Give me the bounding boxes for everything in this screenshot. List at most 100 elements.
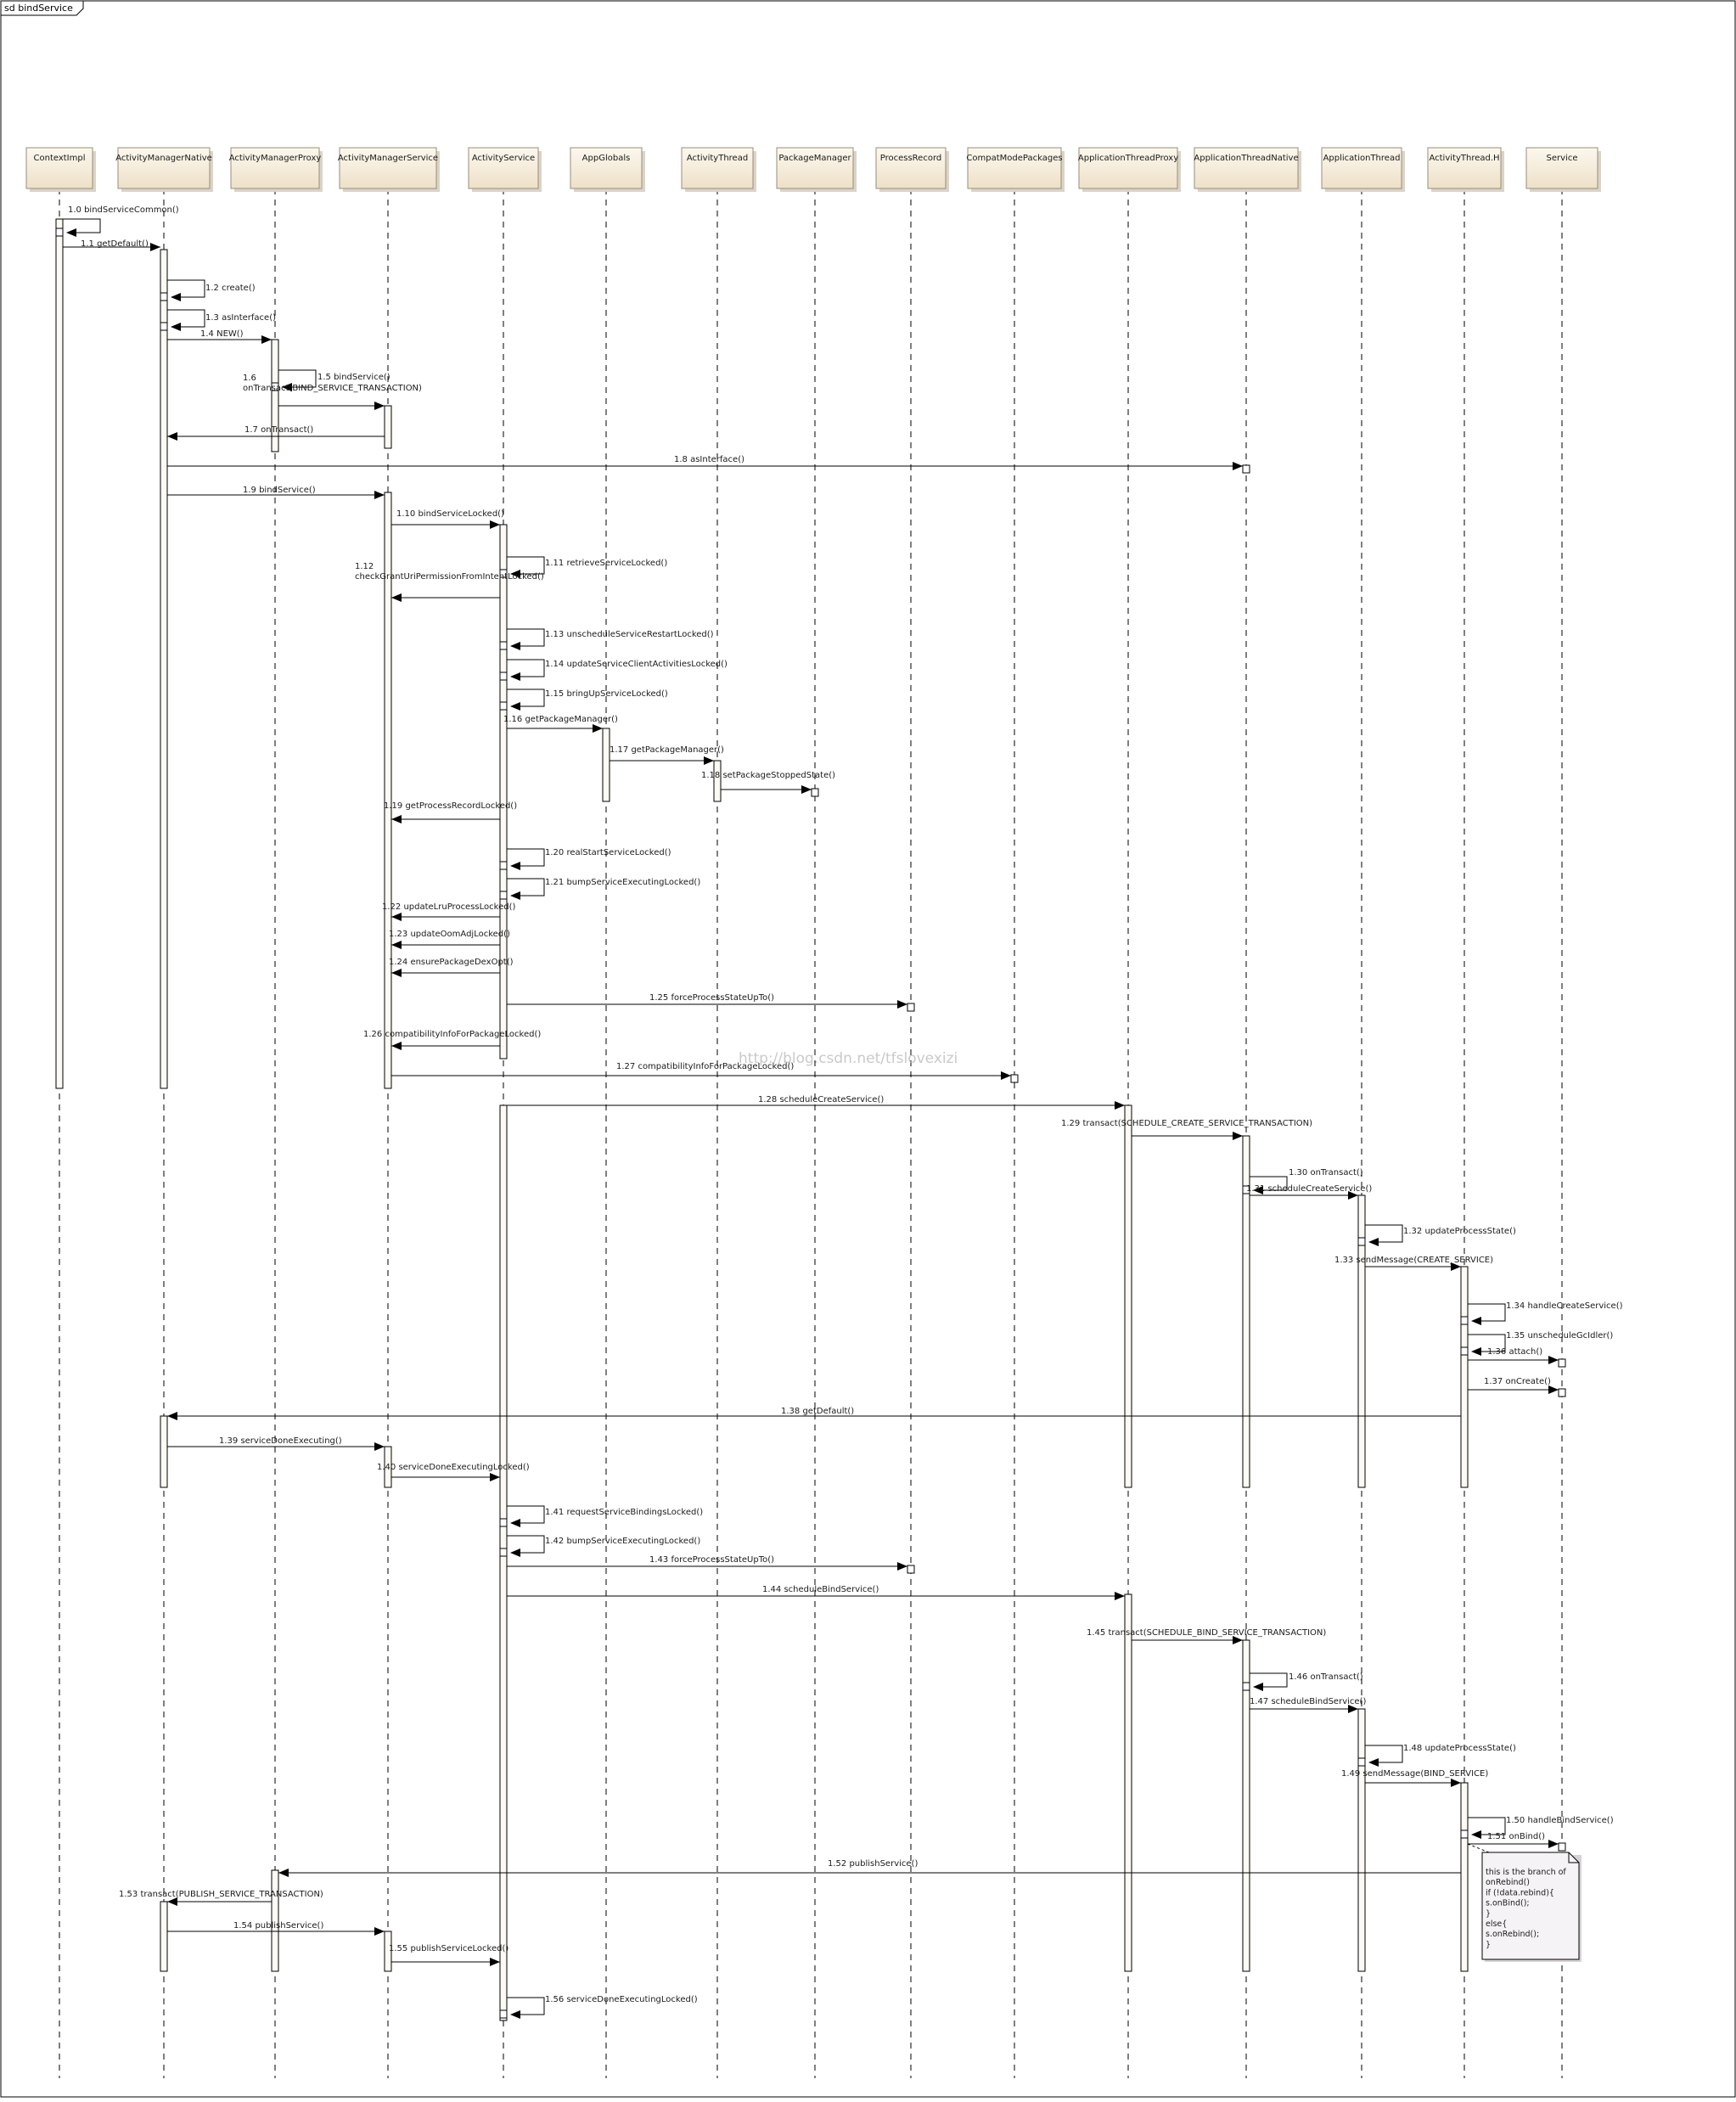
arrow-head: [261, 335, 272, 344]
message-label: 1.39 serviceDoneExecuting(): [219, 1436, 342, 1446]
arrow-head: [510, 862, 520, 870]
activation-box: [271, 382, 279, 391]
participant-box: [875, 147, 947, 189]
activation-bar-ams: [384, 405, 392, 449]
arrow-head: [1471, 1347, 1481, 1356]
participant-at: ActivityThread: [681, 147, 756, 192]
arrow-head: [510, 2010, 520, 2019]
message-1-27: 1.27 compatibilityInfoForPackageLocked(): [391, 1062, 1019, 1083]
participant-label: Service: [1547, 154, 1578, 163]
message-label: 1.22 updateLruProcessLocked(): [382, 902, 515, 912]
message-1-53: 1.53 transact(PUBLISH_SERVICE_TRANSACTIO…: [119, 1890, 323, 1906]
message-label: 1.31 scheduleCreateService(): [1246, 1184, 1372, 1194]
activation-box: [1558, 1842, 1566, 1852]
message-label: 1.8 asInterface(): [674, 455, 744, 464]
activation-box: [907, 1003, 915, 1012]
message-label: 1.55 publishServiceLocked(): [389, 1944, 508, 1953]
self-message-line: [167, 279, 205, 298]
self-message-line: [507, 688, 545, 707]
message-label: 1.11 retrieveServiceLocked(): [545, 559, 667, 568]
self-message-line: [507, 1505, 545, 1524]
participant-box: [25, 147, 93, 189]
participant-label: ActivityManagerService: [338, 154, 438, 163]
message-1-9: 1.9 bindService(): [167, 486, 385, 499]
message-1-4: 1.4 NEW(): [167, 329, 272, 344]
message-label: 1.50 handleBindService(): [1506, 1816, 1614, 1825]
message-1-7: 1.7 onTransact(): [167, 425, 385, 441]
participant-label: ActivityManagerNative: [115, 154, 212, 163]
arrow-head: [391, 593, 402, 602]
arrow-head: [1368, 1238, 1379, 1246]
message-1-28: 1.28 scheduleCreateService(): [507, 1095, 1125, 1110]
arrow-head: [171, 323, 181, 331]
participant-amp: ActivityManagerProxy: [229, 147, 323, 192]
arrow-head: [510, 642, 520, 650]
message-label: 1.5 bindService(): [317, 373, 390, 382]
message-label: 1.44 scheduleBindService(): [762, 1585, 879, 1594]
activation-box: [160, 292, 168, 301]
activation-bar-as: [499, 1104, 508, 2021]
arrow-head: [167, 1897, 177, 1906]
participant-label: ApplicationThread: [1323, 154, 1401, 163]
arrow-head: [490, 1473, 500, 1481]
message-1-50: 1.50 handleBindService(): [1460, 1816, 1614, 1839]
message-label: 1.12 checkGrantUriPermissionFromIntentLoc…: [355, 562, 544, 582]
message-1-19: 1.19 getProcessRecordLocked(): [384, 801, 517, 823]
message-1-38: 1.38 getDefault(): [167, 1407, 1461, 1420]
message-label: 1.21 bumpServiceExecutingLocked(): [545, 878, 700, 887]
message-label: 1.37 onCreate(): [1484, 1377, 1551, 1386]
activation-bar-ams: [384, 1931, 392, 1972]
self-message-line: [63, 218, 101, 233]
message-1-15: 1.15 bringUpServiceLocked(): [499, 688, 668, 711]
message-1-17: 1.17 getPackageManager(): [610, 745, 724, 765]
arrow-head: [510, 1519, 520, 1527]
activation-box: [499, 2009, 508, 2019]
participant-label: ActivityThread: [687, 154, 748, 163]
message-1-48: 1.48 updateProcessState(): [1357, 1744, 1516, 1767]
participant-label: ProcessRecord: [880, 154, 942, 163]
message-label: 1.16 getPackageManager(): [503, 715, 618, 724]
message-label: 1.1 getDefault(): [81, 239, 149, 249]
activation-bar-atp: [1124, 1104, 1132, 1488]
activation-box: [55, 228, 64, 237]
message-1-13: 1.13 unscheduleServiceRestartLocked(): [499, 628, 714, 650]
participant-label: ApplicationThreadProxy: [1078, 154, 1178, 163]
participant-box: [339, 147, 437, 189]
message-1-1: 1.1 getDefault(): [63, 239, 160, 251]
self-message-line: [507, 848, 545, 867]
participant-atn: ApplicationThreadNative: [1194, 147, 1301, 192]
self-message-line: [507, 659, 545, 677]
arrow-head: [171, 293, 181, 301]
arrow-head: [593, 724, 603, 733]
message-1-39: 1.39 serviceDoneExecuting(): [167, 1436, 385, 1451]
activation-box: [499, 641, 508, 650]
message-1-35: 1.35 unscheduleGcIdler(): [1460, 1331, 1613, 1356]
arrow-head: [490, 1958, 500, 1966]
participant-box: [776, 147, 854, 189]
note-anchor-line: [1467, 1843, 1490, 1853]
arrow-head: [391, 941, 402, 949]
message-label: 1.51 onBind(): [1487, 1832, 1545, 1841]
message-label: 1.36 attach(): [1487, 1347, 1542, 1357]
arrow-head: [1451, 1262, 1461, 1271]
message-1-5: 1.5 bindService(): [271, 369, 390, 391]
message-label: 1.35 unscheduleGcIdler(): [1506, 1331, 1613, 1340]
activation-box: [907, 1565, 915, 1574]
arrow-head: [391, 815, 402, 823]
message-1-31: 1.31 scheduleCreateService(): [1246, 1184, 1372, 1200]
arrow-head: [1253, 1186, 1263, 1194]
arrow-head: [490, 520, 500, 529]
participant-cmp: CompatModePackages: [966, 147, 1065, 192]
self-message-line: [507, 1535, 545, 1554]
activation-box: [499, 701, 508, 711]
message-label: 1.45 transact(SCHEDULE_BIND_SERVICE_TRAN…: [1087, 1628, 1326, 1638]
activation-box: [1460, 1829, 1469, 1839]
activation-bar-amp: [271, 1869, 279, 1972]
message-label: 1.40 serviceDoneExecutingLocked(): [377, 1463, 530, 1472]
activation-bar-atn: [1242, 1639, 1250, 1972]
activation-box: [811, 788, 819, 797]
participant-as: ActivityService: [468, 147, 542, 192]
message-label: 1.56 serviceDoneExecutingLocked(): [545, 1995, 698, 2004]
arrow-head: [897, 1562, 907, 1571]
